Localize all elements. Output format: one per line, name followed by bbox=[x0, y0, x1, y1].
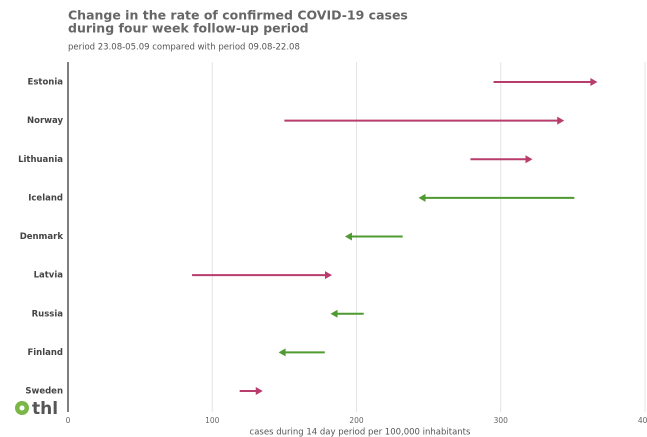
arrow-head bbox=[525, 155, 533, 164]
y-tick-label: Russia bbox=[32, 309, 64, 319]
y-tick-label: Denmark bbox=[20, 232, 64, 242]
y-tick-label: Finland bbox=[27, 348, 63, 358]
arrow-head bbox=[590, 78, 598, 86]
x-tick-label: 100 bbox=[205, 416, 220, 425]
arrow-head bbox=[344, 232, 352, 241]
x-tick-label: 0 bbox=[66, 416, 71, 425]
y-tick-label: Estonia bbox=[28, 78, 64, 88]
arrow-head bbox=[324, 271, 332, 280]
y-tick-label: Iceland bbox=[28, 193, 63, 203]
arrow-head bbox=[278, 348, 286, 357]
x-tick-label: 400 bbox=[638, 416, 647, 425]
logo-text: thl bbox=[32, 399, 58, 419]
logo: thl bbox=[15, 399, 58, 419]
arrow-head bbox=[557, 116, 565, 125]
y-tick-label: Latvia bbox=[34, 271, 64, 281]
chart-subtitle: period 23.08-05.09 compared with period … bbox=[68, 43, 300, 53]
chart-title: Change in the rate of confirmed COVID-19… bbox=[68, 8, 408, 23]
arrow-head bbox=[255, 387, 263, 395]
x-tick-label: 200 bbox=[349, 416, 364, 425]
x-axis-label: cases during 14 day period per 100,000 i… bbox=[250, 428, 471, 437]
arrow-head bbox=[330, 309, 338, 318]
logo-icon bbox=[19, 405, 25, 411]
y-tick-label: Norway bbox=[27, 116, 63, 126]
chart-title: during four week follow-up period bbox=[68, 21, 309, 36]
y-tick-label: Lithuania bbox=[18, 155, 63, 165]
arrow-head bbox=[418, 193, 426, 202]
y-tick-label: Sweden bbox=[25, 387, 63, 397]
x-tick-label: 300 bbox=[494, 416, 509, 425]
